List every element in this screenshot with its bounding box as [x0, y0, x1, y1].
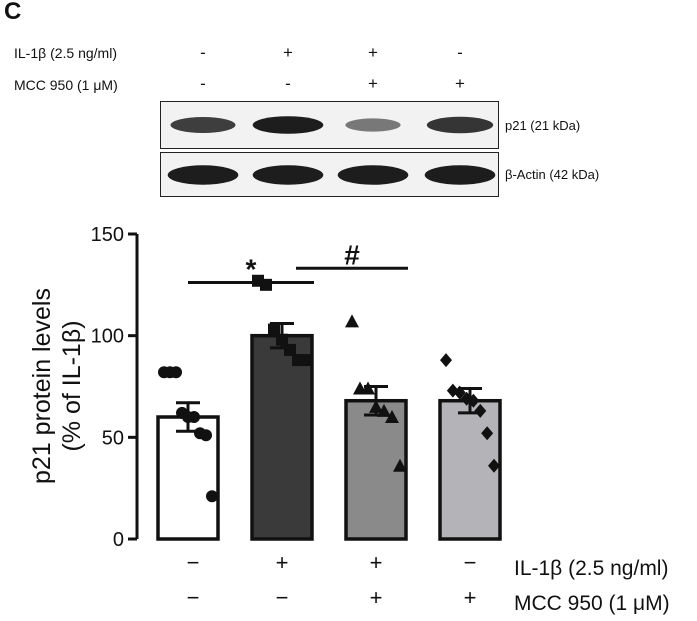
data-point	[206, 490, 218, 503]
band-label-p21: p21 (21 kDa)	[505, 118, 581, 133]
condition-sign: +	[276, 550, 289, 575]
blot-band	[252, 116, 324, 134]
condition-sign: +	[370, 585, 383, 610]
data-point	[345, 314, 359, 328]
data-point	[393, 458, 407, 472]
y-tick-label: 150	[91, 224, 124, 246]
condition-label: MCC 950 (1 μM)	[514, 592, 670, 615]
condition-sign: −	[187, 550, 200, 575]
data-point	[268, 323, 280, 336]
data-point	[200, 429, 212, 442]
blot-band	[167, 165, 239, 185]
blot-sign: +	[455, 74, 465, 93]
significance-symbol: #	[344, 239, 360, 270]
blot-band	[424, 165, 496, 185]
y-tick-label: 50	[102, 427, 124, 449]
blot-condition-label-il1b: IL-1β (2.5 ng/ml)	[14, 45, 117, 61]
data-point	[488, 458, 500, 473]
data-point	[440, 353, 452, 368]
y-tick-label: 0	[113, 529, 124, 551]
blot-sign: +	[368, 74, 378, 93]
significance-symbol: *	[246, 254, 257, 285]
blot-band	[345, 118, 401, 132]
data-point	[260, 278, 272, 291]
condition-sign: −	[276, 585, 289, 610]
panel-label: C	[4, 0, 22, 25]
blot-sign: -	[457, 43, 463, 62]
blot-sign: -	[200, 43, 206, 62]
blot-band	[170, 117, 236, 133]
blot-band	[426, 116, 494, 134]
condition-label: IL-1β (2.5 ng/ml)	[514, 557, 668, 580]
data-point	[361, 381, 375, 395]
blot-band	[252, 165, 324, 185]
band-label-actin: β-Actin (42 kDa)	[505, 167, 600, 182]
y-axis-title: p21 protein levels	[28, 288, 56, 484]
y-axis-title: (% of IL-1β)	[58, 320, 86, 451]
data-point	[170, 366, 182, 379]
data-point	[481, 426, 494, 441]
condition-sign: +	[464, 585, 477, 610]
bar	[250, 333, 314, 541]
blot-band	[337, 165, 409, 185]
bar	[438, 398, 502, 541]
blot-sign: -	[200, 74, 206, 93]
blot-sign: +	[283, 43, 293, 62]
y-tick-label: 100	[91, 326, 124, 348]
data-point	[300, 354, 312, 367]
blot-sign: +	[368, 43, 378, 62]
data-point	[188, 411, 200, 423]
blot-sign: -	[285, 74, 291, 93]
condition-sign: +	[370, 550, 383, 575]
condition-sign: −	[464, 550, 477, 575]
condition-sign: −	[187, 585, 200, 610]
blot-condition-label-mcc950: MCC 950 (1 μM)	[14, 77, 118, 93]
data-point	[385, 410, 399, 423]
